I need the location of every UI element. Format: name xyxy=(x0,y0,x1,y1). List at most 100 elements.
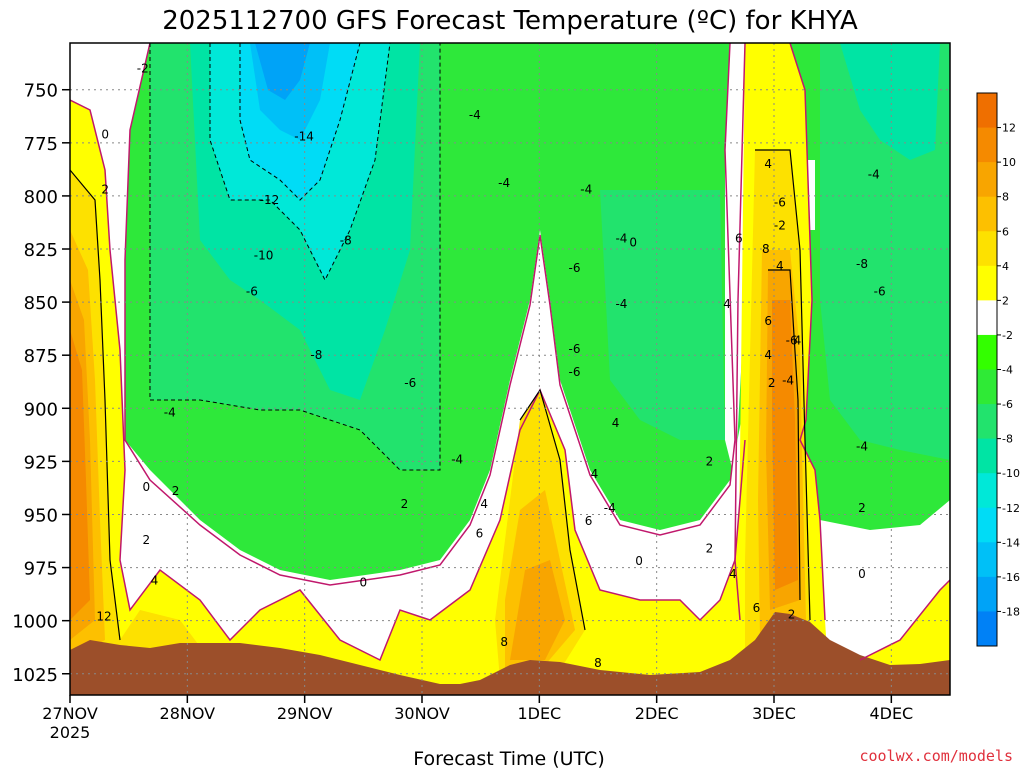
contour-minus14-left xyxy=(239,43,361,201)
colorbar-segment xyxy=(977,507,997,543)
contour-label: 4 xyxy=(723,297,731,311)
colorbar: 12 10 8 6 4 2 -2 -4 -6 -8 -10 -12 -14 -16 -18 xyxy=(976,92,1020,647)
contour-label: -6 xyxy=(404,376,416,390)
colorbar-segment xyxy=(977,438,997,474)
x-axis-title: Forecast Time (UTC) xyxy=(413,748,604,768)
y-tick-label: 825 xyxy=(24,240,58,261)
contour-label: -6 xyxy=(246,284,258,298)
colorbar-segment xyxy=(977,265,997,301)
contour-label: -2 xyxy=(774,219,786,233)
y-tick-label: 925 xyxy=(24,452,58,473)
y-tick-label: 900 xyxy=(24,399,58,420)
contour-label: 8 xyxy=(762,242,770,256)
x-tick-label: 29NOV xyxy=(277,704,333,723)
contour-label: 6 xyxy=(735,231,743,245)
y-tick-label: 1000 xyxy=(12,612,58,633)
contour-0-right xyxy=(859,579,950,661)
plot-area xyxy=(70,43,950,695)
contour-label: -14 xyxy=(294,129,314,143)
colorbar-label: -14 xyxy=(1002,536,1020,549)
colorbar-segment xyxy=(977,576,997,612)
colorbar-segment xyxy=(977,542,997,578)
contour-label: -4 xyxy=(868,168,880,182)
y-tick-label: 775 xyxy=(24,134,58,155)
colorbar-label: -16 xyxy=(1002,571,1020,584)
warm-region-left-4 xyxy=(70,170,210,695)
contour-label: 4 xyxy=(480,497,488,511)
colorbar-segment xyxy=(977,231,997,267)
colorbar-segment xyxy=(977,93,997,129)
y-tick-label: 1025 xyxy=(12,665,58,686)
colorbar-label: -12 xyxy=(1002,502,1020,515)
contour-label: -4 xyxy=(604,501,616,515)
contour-label: 2 xyxy=(768,376,776,390)
y-axis: 750 775 800 825 850 875 900 925 950 975 1000 1025 xyxy=(12,81,70,686)
contour-0-3dec xyxy=(734,43,746,621)
white-zone-left xyxy=(70,43,760,695)
x-tick-label: 1DEC xyxy=(517,704,561,723)
contour-label: 0 xyxy=(101,127,109,141)
contour-8-3dec xyxy=(768,269,801,601)
grid xyxy=(70,43,950,695)
colorbar-segment xyxy=(977,404,997,440)
contour-label: 0 xyxy=(635,554,643,568)
contour-label: 8 xyxy=(594,656,602,670)
chart-title: 2025112700 GFS Forecast Temperature (ºC)… xyxy=(162,6,858,36)
contour-minus8-left xyxy=(149,43,441,471)
contour-label: -6 xyxy=(786,333,798,347)
contour-label: 4 xyxy=(729,567,737,581)
contour-4-3dec xyxy=(755,149,811,621)
contour-label: -4 xyxy=(498,176,510,190)
x-tick-year: 2025 xyxy=(50,723,91,742)
contour-label: -12 xyxy=(260,193,280,207)
contour-label: 8 xyxy=(500,635,508,649)
colorbar-label: 4 xyxy=(1002,260,1009,273)
colorbar-label: -10 xyxy=(1002,467,1020,480)
colorbar-label: 8 xyxy=(1002,191,1009,204)
contour-label: 4 xyxy=(612,416,620,430)
contour-label: 0 xyxy=(858,567,866,581)
contour-label: 0 xyxy=(629,236,637,250)
colorbar-label: -18 xyxy=(1002,605,1020,618)
x-tick-label: 27NOV xyxy=(42,704,98,723)
contour-label: 2 xyxy=(101,183,109,197)
contour-label: 2 xyxy=(788,607,796,621)
contour-4-1dec xyxy=(519,388,586,631)
contour-labels: -2 0 2 -14 -12 -10 -8 -8 -4 -6 -4 -6 -4 2 0 2 0 2 4 12 4 6 8 -4… xyxy=(96,61,885,670)
contour-minus2-left xyxy=(124,43,736,586)
contour-label: 2 xyxy=(172,484,180,498)
contour-0-3dec-right xyxy=(789,43,826,621)
colorbar-label: -8 xyxy=(1002,433,1013,446)
colorbar-label: 12 xyxy=(1002,122,1016,135)
contour-label: -4 xyxy=(451,452,463,466)
contour-label: 2 xyxy=(706,454,714,468)
contour-label: 0 xyxy=(360,575,368,589)
contour-label: 4 xyxy=(151,573,159,587)
colorbar-label: 10 xyxy=(1002,156,1016,169)
x-tick-label: 28NOV xyxy=(160,704,216,723)
contour-label: 12 xyxy=(96,609,111,623)
colorbar-segment xyxy=(977,300,997,336)
contour-label: 4 xyxy=(764,348,772,362)
credit-text[interactable]: coolwx.com/models xyxy=(859,747,1013,765)
contour-label: 4 xyxy=(591,467,599,481)
cold-region-right-10 xyxy=(840,43,940,160)
y-tick-label: 800 xyxy=(24,187,58,208)
warm-region-1dec-8 xyxy=(510,560,565,660)
contour-label: -6 xyxy=(569,365,581,379)
contour-label: -4 xyxy=(469,108,481,122)
x-axis: 27NOV 28NOV 29NOV 30NOV 1DEC 2DEC 3DEC 4DEC 2025 xyxy=(42,695,913,742)
contour-label: -8 xyxy=(310,348,322,362)
contour-label: 6 xyxy=(476,527,484,541)
contour-label: 6 xyxy=(753,601,761,615)
y-tick-label: 750 xyxy=(24,81,58,102)
contour-label: -4 xyxy=(615,297,627,311)
colorbar-segment xyxy=(977,611,997,647)
y-tick-label: 875 xyxy=(24,346,58,367)
colorbar-segment xyxy=(977,334,997,370)
colorbar-segment xyxy=(977,127,997,163)
contour-label: -6 xyxy=(569,261,581,275)
contour-label: 4 xyxy=(776,259,784,273)
contour-label: -8 xyxy=(856,257,868,271)
